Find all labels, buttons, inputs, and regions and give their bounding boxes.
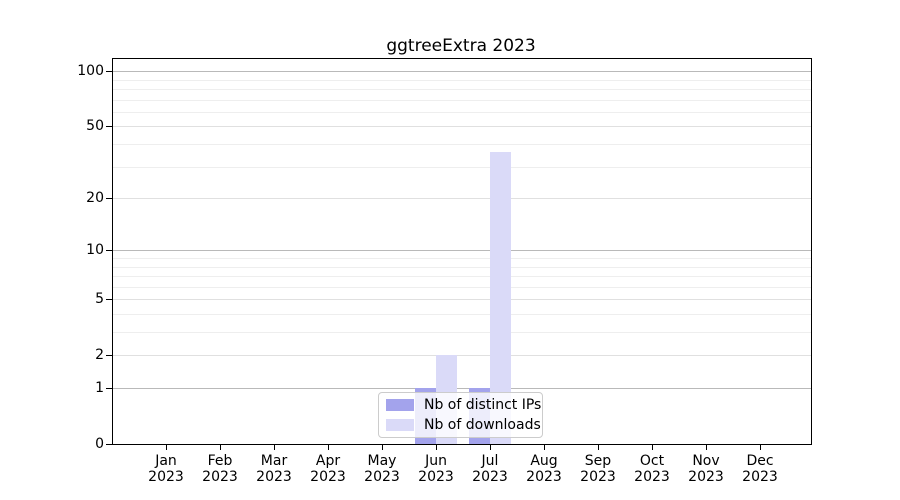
y-tick-label-50: 50 [86,118,104,135]
x-tick-mark-aug [544,445,545,450]
legend-swatch-downloads [386,419,414,431]
x-tick-label-jun-2023: Jun 2023 [418,453,454,485]
y-tick-label-5: 5 [95,291,104,308]
x-tick-mark-nov [706,445,707,450]
x-tick-label-sep-2023: Sep 2023 [580,453,616,485]
gridline-y-80 [113,89,811,90]
gridline-y-8 [113,266,811,268]
y-tick-mark-5 [106,299,112,301]
x-tick-mark-mar [274,445,275,450]
y-tick-mark-20 [106,198,112,200]
gridline-y-2 [113,355,811,357]
gridline-y-30 [113,166,811,168]
y-tick-mark-2 [106,355,112,357]
gridline-y-9 [113,258,811,259]
y-tick-mark-1 [106,388,112,389]
x-tick-label-apr-2023: Apr 2023 [310,453,346,485]
gridline-y-70 [113,99,811,101]
x-tick-mark-may [382,445,383,450]
y-tick-label-2: 2 [95,347,104,364]
gridline-y-10 [113,250,811,252]
gridline-y-50 [113,126,811,128]
y-tick-mark-50 [106,126,112,128]
y-tick-label-1: 1 [95,380,104,396]
legend-entry-downloads: Nb of downloads [386,417,542,434]
x-tick-label-dec-2023: Dec 2023 [742,453,778,485]
y-tick-mark-100 [106,71,112,73]
x-tick-mark-jan [166,445,167,450]
y-tick-label-20: 20 [86,190,104,207]
y-tick-label-100: 100 [77,63,104,80]
gridline-y-40 [113,144,811,145]
legend-swatch-distinct-ips [386,399,414,411]
chart-title: ggtreeExtra 2023 [386,36,536,56]
x-tick-label-feb-2023: Feb 2023 [202,453,238,485]
plot-area [112,58,812,445]
x-tick-mark-apr [328,445,329,450]
x-tick-label-oct-2023: Oct 2023 [634,453,670,485]
legend-label-distinct-ips: Nb of distinct IPs [424,397,542,413]
x-tick-mark-jun [436,445,437,450]
x-tick-label-nov-2023: Nov 2023 [688,453,724,485]
x-tick-mark-feb [220,445,221,450]
x-tick-label-may-2023: May 2023 [364,453,400,485]
y-tick-mark-10 [106,250,112,252]
gridline-y-1 [113,388,811,389]
gridline-y-20 [113,198,811,200]
gridline-y-3 [113,332,811,333]
gridline-y-4 [113,314,811,315]
legend-entry-distinct-ips: Nb of distinct IPs [386,397,542,414]
x-tick-label-mar-2023: Mar 2023 [256,453,292,485]
bar-downloads-jul-2023 [490,152,511,444]
gridline-y-90 [113,79,811,81]
x-tick-mark-oct [652,445,653,450]
x-tick-label-aug-2023: Aug 2023 [526,453,562,485]
y-tick-label-10: 10 [86,242,104,259]
gridline-y-100 [113,71,811,73]
gridline-y-7 [113,276,811,277]
x-tick-label-jan-2023: Jan 2023 [148,453,184,485]
gridline-y-5 [113,299,811,301]
gridline-y-6 [113,286,811,288]
gridline-y-60 [113,111,811,113]
y-tick-mark-0 [106,444,112,445]
x-tick-mark-jul [490,445,491,450]
legend: Nb of distinct IPs Nb of downloads [378,392,543,438]
legend-label-downloads: Nb of downloads [424,417,541,433]
x-tick-label-jul-2023: Jul 2023 [472,453,508,485]
x-tick-mark-dec [760,445,761,450]
x-tick-mark-sep [598,445,599,450]
y-tick-label-0: 0 [95,436,104,452]
